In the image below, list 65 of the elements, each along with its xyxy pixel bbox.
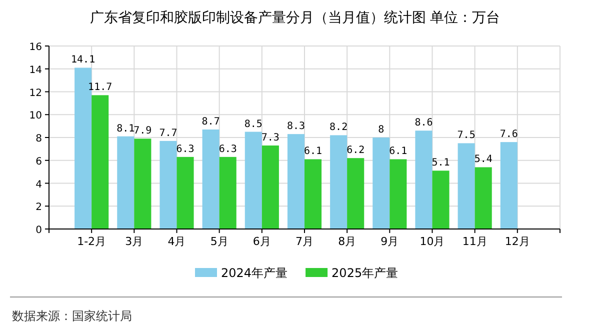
bar: [330, 135, 348, 229]
bar: [474, 167, 492, 229]
bar: [202, 129, 220, 229]
y-tick-label: 0: [36, 225, 42, 236]
data-label: 6.1: [304, 146, 322, 158]
y-tick-label: 4: [36, 179, 42, 190]
x-tick-label: 11月: [462, 235, 488, 248]
data-label: 7.9: [134, 126, 152, 137]
data-label: 6.3: [218, 144, 237, 155]
bar: [160, 140, 177, 229]
data-label: 5.1: [432, 158, 450, 169]
y-tick-label: 8: [36, 134, 42, 144]
x-tick-label: 9月: [380, 235, 399, 248]
data-label: 7.7: [159, 128, 178, 139]
data-label: 5.4: [474, 154, 492, 166]
legend-label: 2024年产量: [221, 266, 288, 280]
bar: [92, 95, 109, 229]
data-label: 7.6: [500, 129, 518, 140]
bar: [432, 170, 450, 229]
bar: [415, 130, 432, 229]
legend-label: 2025年产量: [332, 266, 398, 280]
bar: [176, 156, 194, 229]
x-tick-label: 6月: [252, 235, 271, 248]
x-tick-label: 12月: [504, 235, 530, 248]
x-tick-label: 5月: [210, 235, 228, 248]
bar: [117, 136, 134, 229]
bar: [134, 138, 152, 229]
x-tick-label: 4月: [168, 235, 186, 248]
bar: [458, 143, 475, 229]
y-tick-label: 16: [29, 42, 42, 53]
data-label: 8.2: [330, 122, 348, 134]
data-label: 8.6: [414, 118, 433, 129]
data-label: 8.7: [202, 116, 220, 128]
y-tick-label: 12: [29, 88, 42, 99]
y-tick-label: 10: [29, 110, 42, 122]
data-label: 8.5: [244, 118, 262, 130]
data-label: 7.3: [261, 132, 280, 144]
x-tick-label: 8月: [338, 235, 356, 248]
bar: [262, 146, 279, 229]
data-label: 8.3: [286, 121, 306, 132]
y-tick-label: 2: [36, 202, 42, 214]
data-label: 11.7: [88, 82, 112, 94]
y-tick-label: 14: [29, 64, 42, 76]
bar: [372, 138, 390, 229]
data-label: 6.1: [389, 146, 408, 158]
data-label: 6.2: [346, 145, 365, 156]
bar: [244, 132, 262, 229]
x-tick-label: 10月: [420, 235, 445, 248]
bar: [500, 142, 518, 229]
bar: [287, 134, 304, 229]
data-label: 7.5: [457, 130, 476, 142]
data-label: 6.3: [176, 144, 194, 155]
bar: [304, 159, 322, 229]
bar: [390, 159, 407, 229]
bar: [219, 156, 236, 229]
x-tick-label: 7月: [296, 235, 314, 248]
chart-title: 广东省复印和胶版印制设备产量分月（当月值）统计图 单位：万台: [90, 10, 500, 26]
y-tick-label: 6: [36, 156, 42, 168]
bar: [347, 158, 364, 229]
x-tick-label: 1-2月: [77, 235, 106, 248]
x-tick-label: 3月: [125, 235, 144, 248]
data-label: 8: [378, 124, 384, 136]
data-label: 8.1: [116, 123, 135, 134]
data-label: 14.1: [71, 54, 96, 66]
source-note: 数据来源：国家统计局: [12, 309, 132, 323]
